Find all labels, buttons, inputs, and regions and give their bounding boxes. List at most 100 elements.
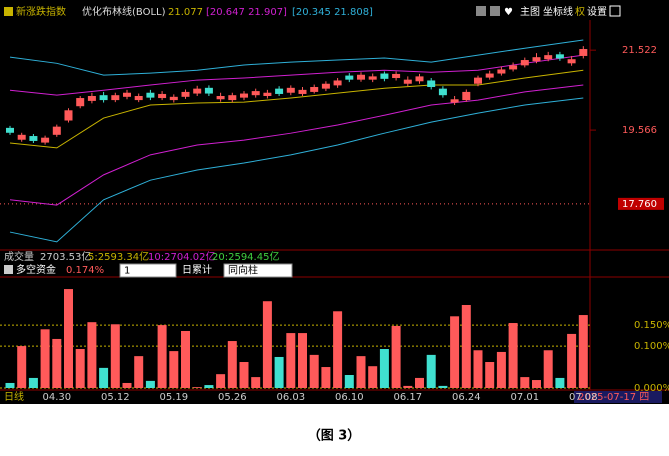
panel-value: 0.174% bbox=[66, 265, 104, 276]
y-tick-label: 0.000% bbox=[634, 383, 669, 394]
select-value[interactable]: 1 bbox=[124, 266, 130, 277]
index-name: 新涨跌指数 bbox=[16, 5, 66, 18]
bar bbox=[192, 387, 202, 388]
button[interactable]: 主图 bbox=[520, 6, 540, 18]
candle-body bbox=[357, 74, 365, 80]
candle-body bbox=[146, 92, 155, 98]
candle-body bbox=[403, 79, 412, 84]
bar bbox=[485, 362, 495, 388]
select[interactable] bbox=[223, 263, 293, 278]
candle-body bbox=[462, 91, 471, 101]
bar bbox=[309, 354, 319, 388]
zoom-button[interactable] bbox=[476, 6, 486, 16]
bar bbox=[157, 325, 167, 388]
candle-body bbox=[29, 136, 38, 141]
bar bbox=[555, 377, 565, 388]
candle-body bbox=[497, 69, 506, 74]
y-tick-label: 19.566 bbox=[622, 125, 657, 136]
bar bbox=[5, 382, 15, 388]
candle-body bbox=[6, 127, 14, 133]
candle-body bbox=[298, 89, 307, 94]
select[interactable] bbox=[119, 263, 177, 278]
bar bbox=[181, 330, 190, 388]
bar bbox=[532, 380, 541, 388]
band-line bbox=[9, 97, 584, 243]
candle-body bbox=[520, 60, 529, 66]
volume-label: 成交量 bbox=[4, 250, 34, 263]
indicator: 优化布林线(BOLL) bbox=[82, 5, 166, 18]
x-tick-label: 06.03 bbox=[276, 392, 305, 403]
button[interactable]: 权 bbox=[575, 5, 585, 18]
date-box bbox=[574, 391, 662, 403]
candle-body bbox=[321, 83, 330, 89]
candle-body bbox=[76, 98, 85, 107]
candle-body bbox=[134, 96, 143, 101]
bar bbox=[169, 351, 179, 388]
bar bbox=[438, 385, 448, 388]
x-tick-label: 07.08 bbox=[569, 392, 598, 403]
style-value[interactable]: 同向柱 bbox=[228, 264, 258, 277]
bar bbox=[227, 341, 237, 388]
zoom-button[interactable] bbox=[490, 6, 500, 16]
candle-body bbox=[216, 96, 225, 100]
button[interactable]: 坐标线 bbox=[543, 5, 573, 18]
x-tick-label: 06.24 bbox=[452, 392, 481, 403]
band-line bbox=[9, 39, 584, 76]
date: 2025-07-17 四 bbox=[578, 392, 649, 403]
candle-body bbox=[181, 91, 190, 97]
bar bbox=[298, 333, 307, 388]
bar bbox=[204, 385, 214, 388]
bar bbox=[415, 377, 424, 388]
bar bbox=[403, 385, 413, 388]
band-line bbox=[9, 84, 584, 206]
candle-body bbox=[485, 73, 494, 78]
candle-body bbox=[240, 93, 248, 98]
band-line bbox=[9, 54, 584, 96]
bar bbox=[87, 322, 97, 388]
bar bbox=[520, 377, 530, 388]
bar bbox=[379, 349, 389, 388]
candle-body bbox=[251, 91, 260, 96]
bar bbox=[333, 311, 343, 388]
volume-ma: 20:2594.45亿 bbox=[212, 250, 279, 263]
candle-body bbox=[579, 49, 588, 56]
candle-body bbox=[438, 88, 447, 96]
candle-body bbox=[169, 96, 178, 101]
candle-body bbox=[345, 75, 354, 80]
volume-ma: 10:2704.02亿 bbox=[148, 250, 215, 263]
candle-body bbox=[450, 99, 459, 103]
candle-body bbox=[392, 73, 401, 79]
candle-body bbox=[99, 95, 108, 101]
candle-body bbox=[310, 87, 319, 92]
candle-body bbox=[368, 76, 377, 80]
panel-title: 多空资金 bbox=[16, 263, 56, 276]
bar bbox=[52, 338, 62, 388]
bar bbox=[391, 325, 401, 388]
x-tick-label: 06.10 bbox=[335, 392, 364, 403]
bar bbox=[578, 315, 588, 388]
x-tick-label: 06.17 bbox=[393, 392, 422, 403]
bar bbox=[356, 356, 366, 388]
bar bbox=[110, 324, 120, 388]
bar bbox=[496, 351, 506, 388]
candle-body bbox=[380, 73, 389, 79]
candle-body bbox=[52, 126, 61, 135]
candle-body bbox=[158, 93, 167, 99]
bar bbox=[262, 301, 272, 388]
icon bbox=[4, 265, 13, 274]
heart-icon[interactable]: ♥ bbox=[504, 7, 513, 18]
candle-body bbox=[123, 92, 131, 97]
x-tick-label: 05.12 bbox=[101, 392, 130, 403]
bar bbox=[239, 362, 249, 388]
up-button[interactable] bbox=[609, 5, 621, 17]
bar bbox=[75, 349, 85, 388]
bar bbox=[426, 354, 436, 388]
icon bbox=[4, 7, 13, 16]
x-tick-label: 07.01 bbox=[510, 392, 539, 403]
bar bbox=[368, 366, 378, 388]
bar bbox=[543, 350, 553, 388]
bar bbox=[274, 356, 284, 388]
button[interactable]: 设置 bbox=[587, 6, 607, 18]
volume-ma: 5:2593.34亿 bbox=[88, 250, 149, 263]
bar bbox=[122, 382, 132, 388]
